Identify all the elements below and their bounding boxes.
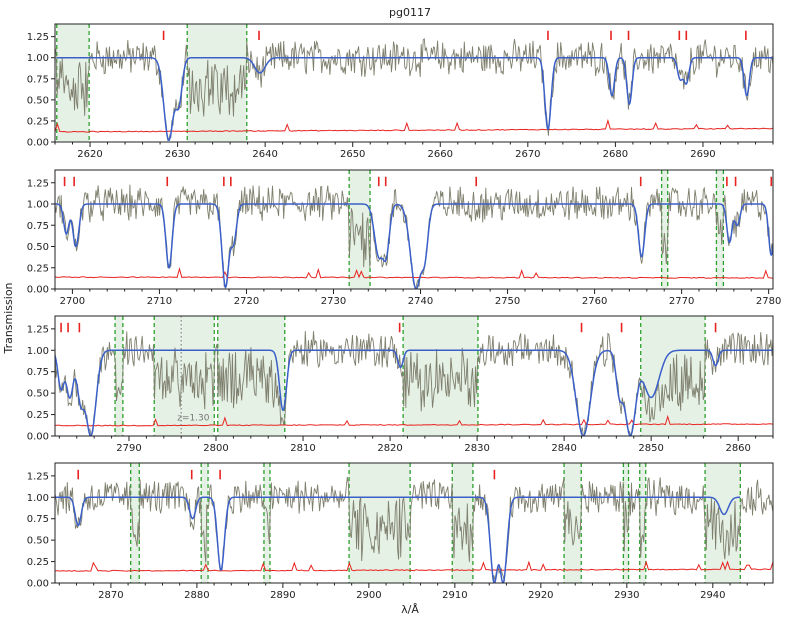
panel-frame xyxy=(54,462,774,584)
masked-region xyxy=(623,463,629,583)
x-tick-label: 2720 xyxy=(234,296,259,307)
panel-frame xyxy=(54,23,774,143)
x-tick-label: 2870 xyxy=(98,590,123,601)
plot-area xyxy=(55,463,773,583)
x-tick-label: 2670 xyxy=(515,149,540,160)
masked-region xyxy=(661,170,668,289)
x-axis-label: λ/Å xyxy=(401,603,419,616)
y-axis-label: Transmission xyxy=(2,282,15,354)
x-tick-label: 2690 xyxy=(690,149,715,160)
x-tick-label: 2810 xyxy=(290,443,315,454)
x-tick-label: 2840 xyxy=(551,443,576,454)
x-tick-label: 2660 xyxy=(428,149,453,160)
y-tick-label: 0.50 xyxy=(27,242,49,253)
masked-region xyxy=(115,316,123,436)
y-tick-label: 0.75 xyxy=(27,367,49,378)
y-tick-label: 0.00 xyxy=(27,285,49,296)
panel-frame xyxy=(54,169,774,290)
model-fit-series xyxy=(55,203,773,289)
masked-region xyxy=(217,316,285,436)
panel-1: 0.00 0.25 0.50 0.75 1.00 1.25 2620 2630 2640 2650… xyxy=(27,23,774,160)
x-tick-label: 2800 xyxy=(203,443,228,454)
x-tick-label: 2940 xyxy=(700,590,725,601)
y-tick-label: 0.00 xyxy=(27,138,49,149)
y-tick-label: 1.25 xyxy=(27,471,49,482)
y-tick-label: 1.00 xyxy=(27,200,49,211)
y-tick-label: 1.00 xyxy=(27,53,49,64)
x-tick-label: 2650 xyxy=(340,149,365,160)
x-tick-label: 2760 xyxy=(582,296,607,307)
panel-4: 0.00 0.25 0.50 0.75 1.00 1.25 2870 2880 2890 2900… xyxy=(27,462,774,601)
y-tick-label: 1.00 xyxy=(27,493,49,504)
chart-title: pg0117 xyxy=(389,6,431,19)
y-tick-label: 0.25 xyxy=(27,116,49,127)
panel-3: z=1.30 0.00 0.25 0.50 0.75 1.00 1.25 2790 2800 28… xyxy=(27,315,774,454)
x-tick-label: 2740 xyxy=(408,296,433,307)
x-tick-label: 2630 xyxy=(165,149,190,160)
x-tick-label: 2700 xyxy=(60,296,85,307)
masked-region xyxy=(130,463,140,583)
flux-data-series xyxy=(55,330,773,435)
plot-area xyxy=(55,170,773,289)
y-tick-label: 0.50 xyxy=(27,389,49,400)
y-tick-label: 0.25 xyxy=(27,263,49,274)
x-tick-label: 2860 xyxy=(725,443,750,454)
x-tick-label: 2640 xyxy=(252,149,277,160)
masked-region xyxy=(564,463,582,583)
x-tick-label: 2620 xyxy=(77,149,102,160)
plot-area xyxy=(55,24,773,142)
x-tick-label: 2710 xyxy=(147,296,172,307)
y-tick-label: 0.75 xyxy=(27,514,49,525)
y-tick-label: 0.00 xyxy=(27,579,49,590)
flux-data-series xyxy=(55,476,773,582)
model-fit-series xyxy=(55,496,741,583)
x-tick-label: 2820 xyxy=(377,443,402,454)
masked-region xyxy=(639,463,646,583)
x-tick-label: 2680 xyxy=(603,149,628,160)
x-tick-label: 2850 xyxy=(638,443,663,454)
y-tick-label: 1.25 xyxy=(27,324,49,335)
y-tick-label: 1.00 xyxy=(27,346,49,357)
redshift-label: z=1.30 xyxy=(177,414,210,424)
y-tick-label: 0.75 xyxy=(27,221,49,232)
y-tick-label: 1.25 xyxy=(27,178,49,189)
error-series xyxy=(55,118,773,133)
plot-area: z=1.30 xyxy=(55,316,773,436)
error-series xyxy=(55,414,773,427)
x-tick-label: 2910 xyxy=(442,590,467,601)
masked-region xyxy=(154,316,215,436)
panel-2: 0.00 0.25 0.50 0.75 1.00 1.25 2700 2710 2720 2730… xyxy=(27,169,781,307)
x-tick-label: 2790 xyxy=(116,443,141,454)
y-tick-label: 0.50 xyxy=(27,95,49,106)
y-tick-label: 1.25 xyxy=(27,32,49,43)
panel-frame xyxy=(54,315,774,437)
error-series xyxy=(55,267,773,279)
y-tick-label: 0.00 xyxy=(27,432,49,443)
x-tick-label: 2770 xyxy=(669,296,694,307)
y-tick-label: 0.50 xyxy=(27,536,49,547)
x-tick-label: 2900 xyxy=(356,590,381,601)
error-series xyxy=(55,560,773,572)
masked-region xyxy=(452,463,473,583)
x-tick-label: 2880 xyxy=(184,590,209,601)
y-tick-label: 0.25 xyxy=(27,557,49,568)
masked-region xyxy=(187,24,247,142)
x-tick-label: 2730 xyxy=(321,296,346,307)
model-fit-series xyxy=(55,349,773,436)
y-tick-label: 0.25 xyxy=(27,410,49,421)
x-tick-label: 2930 xyxy=(614,590,639,601)
x-tick-label: 2750 xyxy=(495,296,520,307)
masked-region xyxy=(201,463,209,583)
x-tick-label: 2830 xyxy=(464,443,489,454)
x-tick-label: 2890 xyxy=(270,590,295,601)
x-tick-label: 2920 xyxy=(528,590,553,601)
y-tick-label: 0.75 xyxy=(27,74,49,85)
masked-region xyxy=(263,463,270,583)
model-fit-series xyxy=(56,56,773,142)
x-tick-label: 2780 xyxy=(756,296,781,307)
panels-group: 0.00 0.25 0.50 0.75 1.00 1.25 2620 2630 2640 2650… xyxy=(27,23,781,601)
